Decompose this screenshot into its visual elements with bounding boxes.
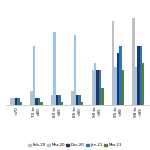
Bar [58, 94, 61, 105]
Bar [92, 70, 94, 105]
Bar [96, 70, 99, 105]
Bar [17, 98, 20, 105]
Bar [117, 53, 119, 105]
Bar [142, 63, 144, 105]
Bar [140, 46, 142, 105]
Bar [38, 98, 40, 105]
Bar [74, 35, 76, 105]
Bar [137, 46, 140, 105]
Bar [35, 98, 38, 105]
Bar [12, 98, 15, 105]
Bar [76, 94, 78, 105]
Bar [56, 94, 58, 105]
Bar [61, 102, 63, 105]
Bar [135, 67, 137, 105]
Bar [51, 94, 53, 105]
Bar [20, 102, 22, 105]
Bar [101, 88, 104, 105]
Legend: Feb-20, Mar-20, Dec-20, Jan-21, Mar-21: Feb-20, Mar-20, Dec-20, Jan-21, Mar-21 [27, 142, 123, 148]
Bar [99, 70, 101, 105]
Bar [78, 94, 81, 105]
Bar [40, 102, 43, 105]
Bar [114, 67, 117, 105]
Bar [53, 32, 56, 105]
Bar [15, 98, 17, 105]
Bar [119, 46, 122, 105]
Bar [30, 91, 33, 105]
Bar [112, 21, 114, 105]
Bar [81, 102, 83, 105]
Bar [10, 98, 12, 105]
Bar [122, 70, 124, 105]
Bar [71, 91, 74, 105]
Bar [94, 63, 96, 105]
Bar [132, 18, 135, 105]
Bar [33, 46, 35, 105]
